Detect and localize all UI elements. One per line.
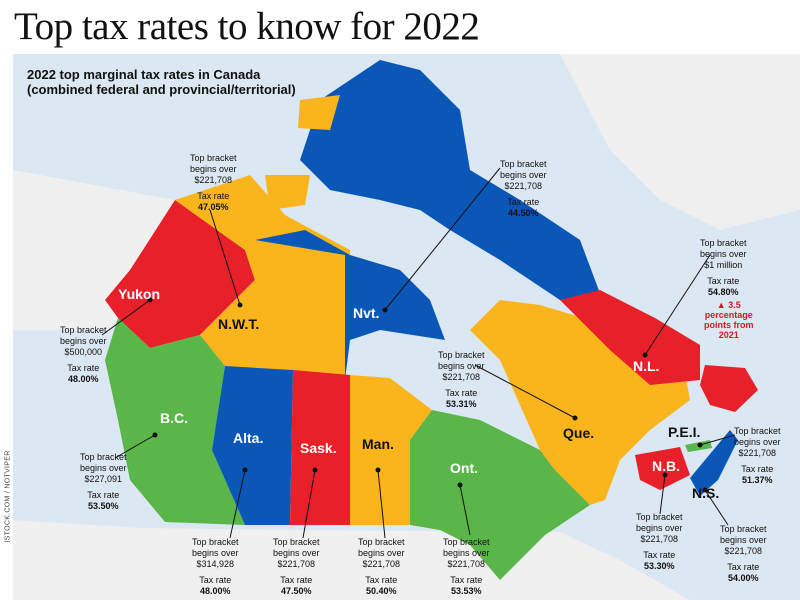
annotation-nwt: Top bracket begins over $221,708 Tax rat…: [190, 153, 237, 212]
nl-change-note: ▲ 3.5 percentage points from 2021: [704, 300, 754, 340]
arctic-island-yellow-2: [298, 95, 340, 130]
label-nb: N.B.: [652, 458, 680, 474]
leader-line-nvt: [384, 167, 501, 311]
label-nl: N.L.: [633, 358, 660, 374]
leader-line-nwt: [209, 209, 241, 306]
label-man: Man.: [362, 436, 394, 452]
leader-line-ns: [704, 489, 729, 526]
annotation-sask: Top bracket begins over $221,708 Tax rat…: [273, 537, 320, 596]
label-alta: Alta.: [233, 430, 264, 446]
nunavut-islands: [300, 60, 610, 320]
leader-line-ont: [459, 484, 471, 536]
region-manitoba: [350, 375, 432, 525]
region-ns: [690, 430, 738, 496]
leader-line-man: [377, 469, 386, 539]
leader-line-sask: [302, 469, 316, 539]
annotation-ont: Top bracket begins over $221,708 Tax rat…: [443, 537, 490, 596]
leader-line-bc: [114, 434, 156, 459]
leader-lines: [101, 167, 736, 539]
leader-line-nb: [659, 474, 666, 515]
leader-line-alta: [229, 469, 246, 539]
map-subtitle: 2022 top marginal tax rates in Canada (c…: [27, 67, 296, 97]
label-sask: Sask.: [300, 440, 337, 456]
map-area: 2022 top marginal tax rates in Canada (c…: [13, 54, 800, 600]
region-nwt: [175, 175, 350, 380]
label-bc: B.C.: [160, 410, 188, 426]
image-credit: ISTOCK.COM / NOTVIPER: [4, 450, 12, 543]
label-que: Que.: [563, 425, 595, 441]
headline: Top tax rates to know for 2022: [14, 5, 480, 48]
canada-map: [13, 54, 800, 600]
usa-land: [13, 520, 690, 600]
region-labrador: [560, 290, 700, 385]
arctic-island-yellow-1: [265, 175, 310, 210]
annotation-pei: Top bracket begins over $221,708 Tax rat…: [734, 426, 781, 485]
subtitle-line-1: 2022 top marginal tax rates in Canada: [27, 67, 261, 82]
annotation-nvt: Top bracket begins over $221,708 Tax rat…: [500, 159, 547, 218]
region-yukon: [105, 200, 255, 348]
region-newfoundland: [700, 365, 758, 412]
annotation-man: Top bracket begins over $221,708 Tax rat…: [358, 537, 405, 596]
label-pei: P.E.I.: [668, 424, 701, 440]
greenland-land: [560, 54, 800, 230]
annotation-que: Top bracket begins over $221,708 Tax rat…: [438, 350, 485, 409]
leader-line-pei: [699, 434, 736, 446]
leader-line-que: [474, 364, 576, 419]
region-alberta: [212, 366, 293, 525]
leader-line-nl: [644, 254, 711, 356]
region-bc: [105, 318, 245, 525]
subtitle-line-2: (combined federal and provincial/territo…: [27, 82, 296, 97]
annotation-ns: Top bracket begins over $221,708 Tax rat…: [720, 524, 767, 583]
region-sask: [290, 370, 350, 525]
region-ontario: [410, 410, 590, 580]
region-nunavut: [255, 230, 445, 380]
label-nvt: Nvt.: [353, 305, 380, 321]
annotation-alta: Top bracket begins over $314,928 Tax rat…: [192, 537, 239, 596]
label-ont: Ont.: [450, 460, 478, 476]
label-ns: N.S.: [692, 485, 720, 501]
leader-line-yukon: [101, 299, 151, 336]
label-nwt: N.W.T.: [218, 316, 260, 332]
arrow-up-icon: ▲: [716, 300, 726, 310]
annotation-nb: Top bracket begins over $221,708 Tax rat…: [636, 512, 683, 571]
leader-dots: [147, 297, 708, 493]
label-yukon: Yukon: [118, 286, 161, 302]
annotation-bc: Top bracket begins over $227,091 Tax rat…: [80, 452, 127, 511]
annotation-nl: Top bracket begins over $1 million Tax r…: [700, 238, 747, 297]
region-nb: [635, 447, 690, 490]
annotation-yukon: Top bracket begins over $500,000 Tax rat…: [60, 325, 107, 384]
